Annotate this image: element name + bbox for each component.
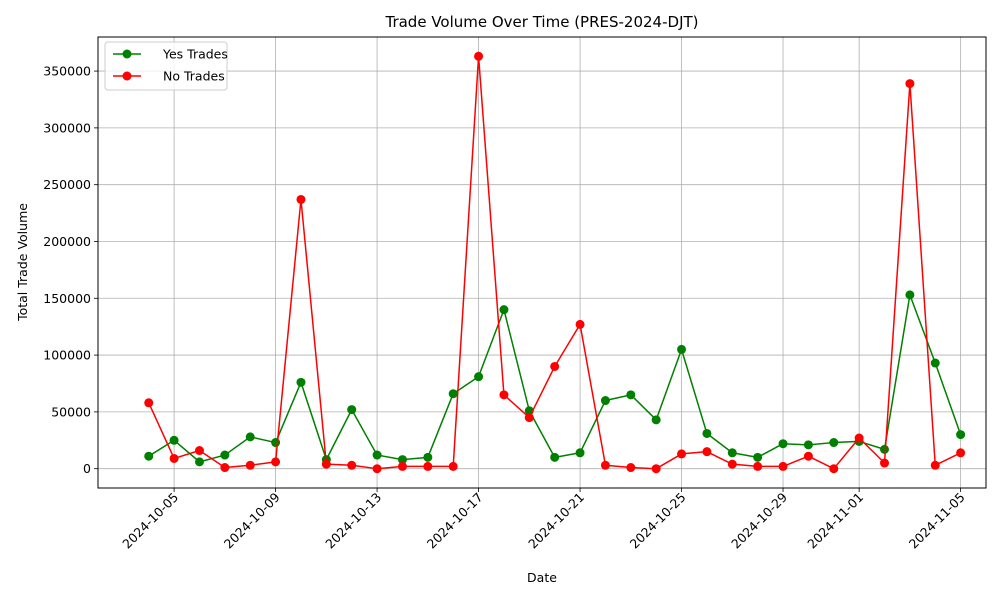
data-point <box>220 463 230 473</box>
data-point <box>600 460 610 470</box>
series-layer <box>144 51 966 474</box>
series-no-trades <box>144 51 966 474</box>
legend-label-yes: Yes Trades <box>162 47 228 62</box>
data-point <box>905 290 915 300</box>
data-point <box>753 461 763 471</box>
data-point <box>271 438 281 448</box>
data-point <box>803 451 813 461</box>
y-tick-label: 250000 <box>43 177 91 192</box>
data-point <box>854 433 864 443</box>
data-point <box>347 405 357 415</box>
data-point <box>169 435 179 445</box>
data-point <box>296 377 306 387</box>
data-point <box>803 440 813 450</box>
data-point <box>499 305 509 315</box>
data-point <box>880 458 890 468</box>
data-point <box>194 457 204 467</box>
data-point <box>372 450 382 460</box>
data-point <box>144 398 154 408</box>
y-tick-label: 350000 <box>43 64 91 79</box>
data-point <box>600 396 610 406</box>
data-point <box>778 461 788 471</box>
data-point <box>626 390 636 400</box>
x-axis-title: Date <box>527 570 557 585</box>
y-tick-label: 300000 <box>43 120 91 135</box>
data-point <box>905 79 915 89</box>
data-point <box>271 457 281 467</box>
data-point <box>727 448 737 458</box>
data-point <box>296 194 306 204</box>
y-tick-label: 50000 <box>51 404 91 419</box>
legend-marker-no <box>122 71 132 81</box>
data-point <box>575 319 585 329</box>
data-point <box>550 452 560 462</box>
y-axis-title: Total Trade Volume <box>15 203 30 322</box>
data-point <box>423 452 433 462</box>
data-point <box>677 449 687 459</box>
data-point <box>550 361 560 371</box>
data-point <box>397 455 407 465</box>
y-tick-label: 0 <box>83 461 91 476</box>
data-point <box>169 453 179 463</box>
data-point <box>930 460 940 470</box>
data-point <box>194 446 204 456</box>
data-point <box>829 464 839 474</box>
data-point <box>144 451 154 461</box>
data-point <box>930 358 940 368</box>
data-point <box>423 461 433 471</box>
data-point <box>956 430 966 440</box>
y-tick-label: 100000 <box>43 348 91 363</box>
data-point <box>702 447 712 457</box>
plot-frame <box>97 36 987 489</box>
y-tick-label: 150000 <box>43 291 91 306</box>
data-point <box>702 428 712 438</box>
grid <box>98 37 986 488</box>
data-point <box>397 461 407 471</box>
data-point <box>677 344 687 354</box>
data-point <box>575 448 585 458</box>
data-point <box>626 463 636 473</box>
data-point <box>753 452 763 462</box>
data-point <box>829 438 839 448</box>
series-yes-trades <box>144 290 966 467</box>
data-point <box>347 460 357 470</box>
data-point <box>778 439 788 449</box>
data-point <box>321 459 331 469</box>
data-point <box>651 415 661 425</box>
data-point <box>220 450 230 460</box>
y-tick-label: 200000 <box>43 234 91 249</box>
data-point <box>651 464 661 474</box>
legend-label-no: No Trades <box>163 69 225 84</box>
legend-marker-yes <box>122 49 132 59</box>
data-point <box>474 372 484 382</box>
data-point <box>880 444 890 454</box>
data-point <box>524 413 534 423</box>
legend: Yes Trades No Trades <box>104 41 228 91</box>
data-point <box>499 390 509 400</box>
data-point <box>448 389 458 399</box>
data-point <box>474 51 484 61</box>
data-point <box>245 460 255 470</box>
data-point <box>956 448 966 458</box>
data-point <box>372 464 382 474</box>
chart-title: Trade Volume Over Time (PRES-2024-DJT) <box>384 13 698 31</box>
data-point <box>727 459 737 469</box>
data-point <box>448 461 458 471</box>
data-point <box>245 432 255 442</box>
